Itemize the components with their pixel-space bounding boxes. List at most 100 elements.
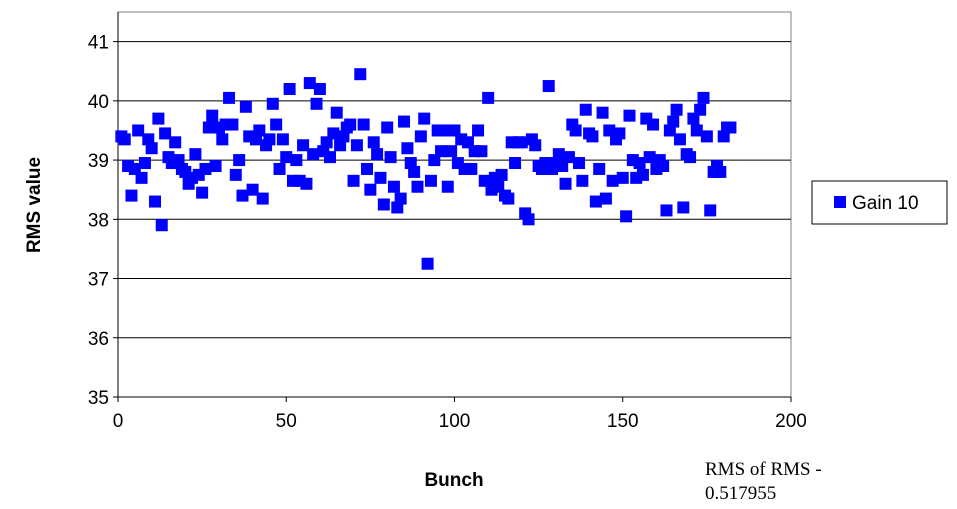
- data-point: [381, 121, 394, 134]
- data-point: [135, 171, 148, 184]
- data-point: [307, 148, 320, 161]
- data-point: [694, 103, 707, 116]
- data-point: [401, 142, 414, 155]
- data-point: [606, 174, 619, 187]
- y-tick-labels: 35 36 37 38 39 40 41: [88, 33, 109, 409]
- data-point: [515, 136, 528, 149]
- data-point: [377, 198, 390, 211]
- data-point: [300, 177, 313, 190]
- data-point: [297, 139, 310, 152]
- data-point: [589, 195, 602, 208]
- data-point: [371, 148, 384, 161]
- data-point: [633, 157, 646, 170]
- data-point: [233, 154, 246, 167]
- data-point: [125, 189, 138, 202]
- y-axis-title: RMS value: [24, 157, 45, 253]
- data-point: [387, 180, 400, 193]
- data-point: [394, 192, 407, 205]
- data-point: [673, 133, 686, 146]
- data-point: [152, 112, 165, 125]
- data-point: [354, 68, 367, 81]
- data-point: [196, 186, 209, 199]
- data-point: [660, 204, 673, 217]
- data-point: [542, 80, 555, 93]
- data-point: [465, 162, 478, 175]
- data-point: [266, 97, 279, 110]
- data-point: [364, 183, 377, 196]
- data-point: [344, 118, 357, 131]
- data-point: [424, 174, 437, 187]
- data-points: [115, 68, 737, 270]
- data-point: [276, 133, 289, 146]
- data-point: [273, 162, 286, 175]
- data-point: [690, 124, 703, 137]
- data-point: [206, 109, 219, 122]
- data-point: [522, 213, 535, 226]
- data-point: [684, 151, 697, 164]
- data-point: [643, 151, 656, 164]
- axes: [113, 12, 792, 402]
- data-point: [559, 177, 572, 190]
- y-tick-label: 38: [88, 210, 109, 231]
- data-point: [445, 145, 458, 158]
- legend-label: Gain 10: [852, 193, 919, 214]
- data-point: [435, 145, 448, 158]
- y-tick-label: 39: [88, 151, 109, 172]
- data-point: [677, 201, 690, 214]
- data-point: [155, 219, 168, 232]
- data-point: [620, 210, 633, 223]
- y-tick-label: 36: [88, 329, 109, 350]
- data-point: [670, 103, 683, 116]
- data-point: [256, 192, 269, 205]
- data-point: [159, 127, 172, 140]
- data-point: [384, 151, 397, 164]
- rms-annotation-line2: 0.517955: [705, 483, 777, 504]
- plot-area: [117, 11, 792, 398]
- data-point: [283, 83, 296, 95]
- data-point: [573, 157, 586, 170]
- data-point: [189, 148, 202, 161]
- data-point: [263, 133, 276, 146]
- data-point: [132, 124, 145, 137]
- data-point: [657, 160, 670, 172]
- x-axis-title: Bunch: [424, 470, 483, 491]
- x-tick-label: 150: [607, 411, 639, 432]
- data-point: [724, 121, 737, 134]
- data-point: [270, 118, 283, 131]
- legend-marker: [834, 196, 846, 208]
- data-point: [616, 171, 629, 184]
- rms-annotation-line1: RMS of RMS -: [705, 459, 822, 480]
- x-tick-label: 200: [775, 411, 807, 432]
- data-point: [505, 136, 518, 149]
- data-point: [313, 83, 326, 95]
- data-point: [636, 168, 649, 181]
- data-point: [327, 127, 340, 140]
- data-point: [169, 136, 182, 149]
- rms-annotation: RMS of RMS - 0.517955: [705, 458, 945, 506]
- data-point: [667, 115, 680, 128]
- data-point: [613, 127, 626, 140]
- data-point: [596, 106, 609, 119]
- data-point: [229, 168, 242, 181]
- data-point: [280, 151, 293, 164]
- data-point: [599, 192, 612, 205]
- y-tick-label: 41: [88, 33, 109, 54]
- data-point: [593, 162, 606, 175]
- data-point: [361, 162, 374, 175]
- y-tick-label: 37: [88, 270, 109, 291]
- data-point: [226, 118, 239, 131]
- data-point: [441, 180, 454, 193]
- data-point: [552, 148, 565, 161]
- legend: Gain 10: [811, 180, 948, 225]
- data-point: [219, 118, 232, 131]
- x-tick-label: 50: [276, 411, 297, 432]
- data-point: [482, 91, 495, 104]
- x-tick-label: 100: [439, 411, 471, 432]
- data-point: [586, 130, 599, 143]
- data-point: [579, 103, 592, 116]
- data-point: [350, 139, 363, 152]
- data-point: [421, 257, 434, 270]
- data-point: [223, 91, 236, 104]
- data-point: [509, 157, 522, 170]
